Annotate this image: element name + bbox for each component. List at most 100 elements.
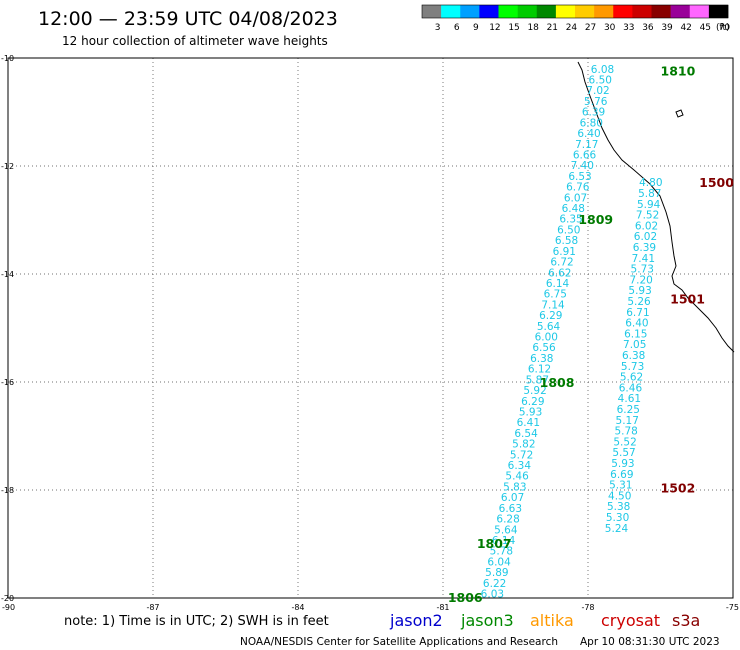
wave-height-value: 5.82	[512, 439, 535, 451]
wave-height-value: 6.54	[514, 428, 538, 440]
wave-height-value: 5.89	[485, 567, 508, 579]
y-tick-label: -12	[1, 162, 14, 171]
colorbar-swatch-3	[422, 5, 442, 18]
satellite-legend-jason3: jason3	[460, 611, 514, 630]
colorbar-swatch-18	[517, 5, 538, 18]
coastline	[577, 61, 735, 353]
altimeter-tracks: 6.086.507.025.766.396.806.407.176.667.40…	[481, 64, 663, 601]
pass-label: 1810	[661, 63, 696, 78]
wave-height-value: 5.57	[612, 447, 635, 459]
y-tick-label: -16	[1, 378, 14, 387]
colorbar-swatch-24	[555, 5, 576, 18]
colorbar-label: 45	[700, 23, 711, 33]
wave-height-value: 6.29	[539, 310, 562, 322]
colorbar-swatch-9	[460, 5, 480, 18]
pass-label: 1501	[670, 291, 705, 306]
wave-height-value: 6.38	[530, 353, 553, 365]
pass-label: 1807	[477, 536, 512, 551]
footer-timestamp: Apr 10 08:31:30 UTC 2023	[580, 636, 720, 648]
wave-height-value: 6.07	[501, 492, 524, 504]
colorbar-label: 27	[585, 23, 596, 33]
colorbar-swatch-15	[498, 5, 518, 18]
wave-height-value: 7.40	[571, 160, 594, 172]
wave-height-value: 6.35	[559, 214, 582, 226]
wave-height-value: 5.72	[510, 449, 533, 461]
wave-height-value: 6.39	[633, 242, 656, 254]
colorbar-label: 15	[508, 23, 519, 33]
wave-height-value: 7.17	[575, 139, 598, 151]
wave-height-value: 6.56	[532, 342, 556, 354]
colorbar-label: 36	[642, 23, 654, 33]
wave-height-value: 6.76	[566, 182, 590, 194]
wave-height-value: 5.93	[611, 458, 634, 470]
wave-height-value: 6.80	[580, 117, 603, 129]
wave-height-value: 6.50	[589, 75, 612, 87]
satellite-legend-jason2: jason2	[389, 611, 443, 630]
wave-height-value: 7.20	[629, 274, 652, 286]
pass-label: 1809	[578, 212, 613, 227]
wave-height-value: 5.31	[609, 480, 632, 492]
wave-height-value: 5.93	[519, 406, 542, 418]
colorbar-label: 9	[473, 23, 479, 33]
x-tick-label: -84	[291, 603, 304, 612]
colorbar-label: 33	[623, 23, 634, 33]
wave-height-value: 6.39	[582, 107, 605, 119]
wave-height-value: 6.48	[562, 203, 585, 215]
colorbar-swatch-39	[651, 5, 671, 18]
wave-height-value: 6.14	[546, 278, 570, 290]
satellite-legend-s3a: s3a	[672, 611, 700, 630]
colorbar-outline	[421, 4, 729, 19]
wave-height-value: 6.25	[617, 404, 640, 416]
wave-height-value: 6.50	[557, 224, 580, 236]
wave-height-value: 6.22	[483, 578, 506, 590]
wave-height-value: 5.52	[613, 436, 636, 448]
wave-height-value: 5.62	[620, 372, 643, 384]
wave-height-value: 6.62	[548, 267, 571, 279]
colorbar-swatch-30	[594, 5, 614, 18]
x-tick-label: -87	[146, 603, 159, 612]
wave-height-value: 6.07	[564, 192, 587, 204]
wave-height-value: 4.50	[608, 490, 631, 502]
wave-height-value: 5.76	[584, 96, 608, 108]
wave-height-value: 6.34	[508, 460, 532, 472]
x-tick-label: -78	[581, 603, 594, 612]
axis-ticks: -90 -87 -84 -81 -78 -75 -10 -12 -14 -16 -18 -20	[1, 54, 739, 612]
colorbar-label: 6	[454, 23, 460, 33]
wave-height-value: 6.40	[625, 318, 648, 330]
wave-height-value: 6.29	[521, 396, 544, 408]
colorbar-swatch-45	[689, 5, 710, 18]
wave-height-value: 5.83	[503, 481, 526, 493]
island-outline	[675, 109, 684, 118]
colorbar-label: 18	[527, 23, 539, 33]
pass-label: 1502	[661, 480, 696, 495]
colorbar-unit: (ft)	[716, 23, 730, 33]
pass-label: 1500	[699, 175, 734, 190]
wave-height-value: 6.14	[492, 535, 516, 547]
wave-height-value: 6.69	[610, 469, 633, 481]
wave-height-value: 6.66	[573, 149, 597, 161]
wave-height-value: 4.61	[618, 393, 641, 405]
wave-height-value: 5.64	[494, 524, 518, 536]
wave-height-value: 7.52	[636, 210, 659, 222]
wave-height-value: 5.94	[637, 199, 661, 211]
colorbar-swatch-42	[670, 5, 691, 18]
wave-height-value: 7.05	[623, 339, 646, 351]
pass-label: 1808	[540, 375, 575, 390]
wave-height-value: 6.28	[496, 514, 519, 526]
colorbar-label: 30	[604, 23, 616, 33]
satellite-legend: jason2 jason3 altika cryosat s3a	[389, 611, 700, 630]
colorbar-label: 3	[435, 23, 441, 33]
wave-height-value: 6.08	[591, 64, 614, 76]
map-frame	[7, 57, 734, 599]
wave-height-value: 7.41	[632, 253, 655, 265]
wave-height-value: 5.46	[505, 471, 529, 483]
colorbar-label: 70	[719, 23, 731, 33]
wave-height-value: 6.02	[635, 220, 658, 232]
wave-height-value: 6.40	[577, 128, 600, 140]
y-tick-label: -14	[1, 270, 14, 279]
wave-height-value: 5.73	[621, 361, 644, 373]
note-text: note: 1) Time is in UTC; 2) SWH is in fe…	[64, 614, 329, 629]
map-grid	[8, 58, 733, 598]
y-tick-label: -20	[1, 594, 14, 603]
colorbar-label: 24	[566, 23, 578, 33]
